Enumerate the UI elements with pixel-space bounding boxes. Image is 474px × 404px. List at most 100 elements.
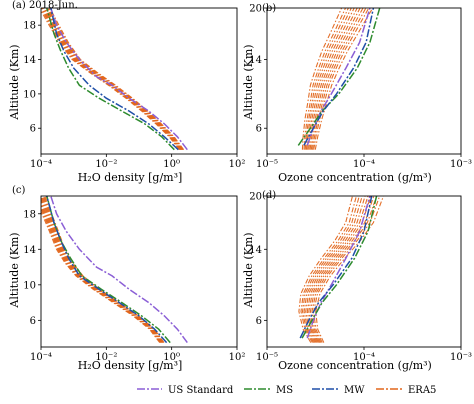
panel-b-xtick-label-2: 10⁻³ — [450, 159, 472, 170]
panel-d-era5-line-8 — [309, 196, 375, 343]
panel-a-xtick-label-3: 10² — [229, 159, 246, 170]
panel-a: (a) 2018-Jun. 10⁻⁴ 10⁻² 10⁰ 10² 6 10 14 18 H₂O … — [8, 0, 245, 184]
panel-d-ytick-label-1: 14 — [249, 245, 262, 256]
panel-b-series — [297, 8, 381, 150]
legend-label-era5: ERA5 — [408, 385, 436, 396]
panel-d: (d) 10⁻⁵ 10⁻⁴ 10⁻³ 6 14 20 Ozone concentratio… — [242, 190, 472, 372]
panel-b-era5-line-9 — [311, 8, 367, 150]
panel-d-ms-line — [301, 196, 378, 339]
panel-a-ms-line — [46, 8, 175, 151]
legend: US Standard MS MW ERA5 — [137, 385, 436, 396]
panel-a-mw-line — [50, 8, 179, 151]
panel-c-ytick-label-3: 18 — [23, 209, 36, 220]
legend-item-us-standard: US Standard — [137, 385, 234, 396]
panel-b-era5-line-5 — [307, 8, 355, 150]
legend-item-ms: MS — [244, 385, 293, 396]
panel-b-era5-line-8 — [310, 8, 364, 150]
panel-b-mw-line — [303, 8, 375, 146]
panel-a-us-standard-line — [50, 8, 188, 151]
panel-a-ytick-label-0: 6 — [30, 124, 36, 135]
panel-c-era5-line-1 — [41, 209, 161, 343]
legend-item-mw: MW — [312, 385, 365, 396]
panel-d-xtick-label-0: 10⁻⁵ — [256, 352, 278, 363]
panel-d-ytick-label-2: 20 — [249, 192, 262, 203]
panel-b-era5-line-3 — [304, 8, 349, 150]
panel-c-xtick-label-1: 10⁻² — [95, 352, 117, 363]
panel-a-plot: 10⁻⁴ 10⁻² 10⁰ 10² 6 10 14 18 — [23, 7, 246, 170]
panel-b-ytick-label-2: 20 — [249, 4, 262, 15]
panel-c-xtick-label-3: 10² — [229, 352, 246, 363]
panel-b-plot: 10⁻⁵ 10⁻⁴ 10⁻³ 6 14 20 — [249, 4, 472, 171]
panel-a-xlabel: H₂O density [g/m³] — [78, 171, 183, 184]
panel-b-ylabel: Altitude (Km) — [242, 44, 255, 120]
panel-a-ytick-label-2: 14 — [23, 55, 36, 66]
panel-d-era5-line-4 — [303, 196, 363, 343]
panel-c-frame — [40, 195, 238, 348]
panel-c-ylabel: Altitude (Km) — [8, 232, 21, 308]
panel-c-us-standard-line — [50, 196, 188, 344]
panel-d-plot: 10⁻⁵ 10⁻⁴ 10⁻³ 6 14 20 — [249, 192, 472, 364]
panel-a-ytick-label-1: 10 — [23, 89, 36, 100]
panel-d-xtick-label-1: 10⁻⁴ — [353, 352, 375, 363]
legend-label-ms: MS — [276, 385, 293, 396]
panel-c-xtick-label-2: 10⁰ — [163, 352, 180, 363]
panel-c-ytick-label-0: 6 — [30, 316, 36, 327]
panel-d-label: (d) — [262, 190, 276, 201]
panel-c: (c) 10⁻⁴ 10⁻² 10⁰ 10² 6 10 14 18 H₂O density [g… — [8, 185, 245, 372]
panel-d-mw-line — [299, 196, 373, 339]
panel-a-frame — [40, 7, 238, 155]
panel-c-mw-line — [46, 196, 168, 344]
panel-a-xtick-label-0: 10⁻⁴ — [30, 159, 52, 170]
panel-c-era5-line-11 — [45, 196, 165, 343]
panel-d-us-standard-line — [306, 196, 371, 339]
panel-a-ytick-label-3: 18 — [23, 21, 36, 32]
panel-b-xlabel: Ozone concentration (g/m³) — [278, 171, 432, 184]
legend-label-us-standard: US Standard — [168, 385, 234, 396]
panel-d-era5-line-3 — [301, 196, 360, 343]
panel-a-era5-line-2 — [41, 8, 181, 151]
panel-d-era5-line-2 — [300, 196, 357, 343]
panel-b-ms-line — [297, 8, 381, 146]
panel-a-era5-line-3 — [41, 8, 181, 151]
panel-b-era5-line-10 — [313, 8, 370, 150]
panel-d-xlabel: Ozone concentration (g/m³) — [278, 359, 432, 372]
panel-d-xtick-label-2: 10⁻³ — [450, 352, 472, 363]
panel-b-era5-line-1 — [301, 8, 343, 150]
panel-a-xtick-label-1: 10⁻² — [95, 159, 117, 170]
panel-c-era5-line-2 — [41, 205, 161, 343]
panel-a-series — [41, 8, 188, 151]
panel-d-series — [298, 196, 385, 343]
panel-c-xtick-label-0: 10⁻⁴ — [30, 352, 52, 363]
panel-c-era5-line-10 — [44, 196, 164, 343]
panel-a-xtick-label-2: 10⁰ — [163, 159, 180, 170]
legend-item-era5: ERA5 — [376, 385, 436, 396]
panel-b-era5-line-11 — [314, 8, 374, 150]
panel-b-xtick-label-0: 10⁻⁵ — [256, 159, 278, 170]
panel-b-label: (b) — [262, 3, 276, 14]
panel-a-era5-line-1 — [41, 9, 180, 151]
panel-d-era5-line-1 — [298, 196, 354, 343]
panel-b-ytick-label-1: 14 — [249, 55, 262, 66]
panel-c-plot: 10⁻⁴ 10⁻² 10⁰ 10² 6 10 14 18 — [23, 195, 246, 363]
panel-a-ylabel: Altitude (Km) — [8, 44, 21, 120]
panel-d-ytick-label-0: 6 — [256, 316, 262, 327]
panel-b-ytick-label-0: 6 — [256, 124, 262, 135]
legend-label-mw: MW — [344, 385, 365, 396]
panel-c-xlabel: H₂O density [g/m³] — [78, 359, 183, 372]
panel-b-xtick-label-1: 10⁻⁴ — [353, 159, 375, 170]
panel-c-series — [41, 196, 188, 344]
panel-d-era5-line-9 — [311, 196, 378, 343]
panel-c-ms-line — [46, 196, 171, 344]
panel-a-era5-line-11 — [49, 8, 185, 151]
panel-d-era5-line-10 — [313, 196, 381, 343]
panel-c-ytick-label-1: 10 — [23, 280, 36, 291]
panel-a-label: (a) 2018-Jun. — [12, 0, 78, 11]
panel-d-era5-line-11 — [315, 196, 385, 343]
panel-c-label: (c) — [12, 185, 26, 196]
panel-d-ylabel: Altitude (Km) — [242, 232, 255, 308]
panel-b: (b) 10⁻⁵ 10⁻⁴ 10⁻³ 6 14 20 Ozone concentratio… — [242, 3, 472, 184]
panel-c-ytick-label-2: 14 — [23, 245, 36, 256]
panel-d-era5-line-6 — [306, 196, 369, 343]
panel-b-era5-line-2 — [303, 8, 346, 150]
